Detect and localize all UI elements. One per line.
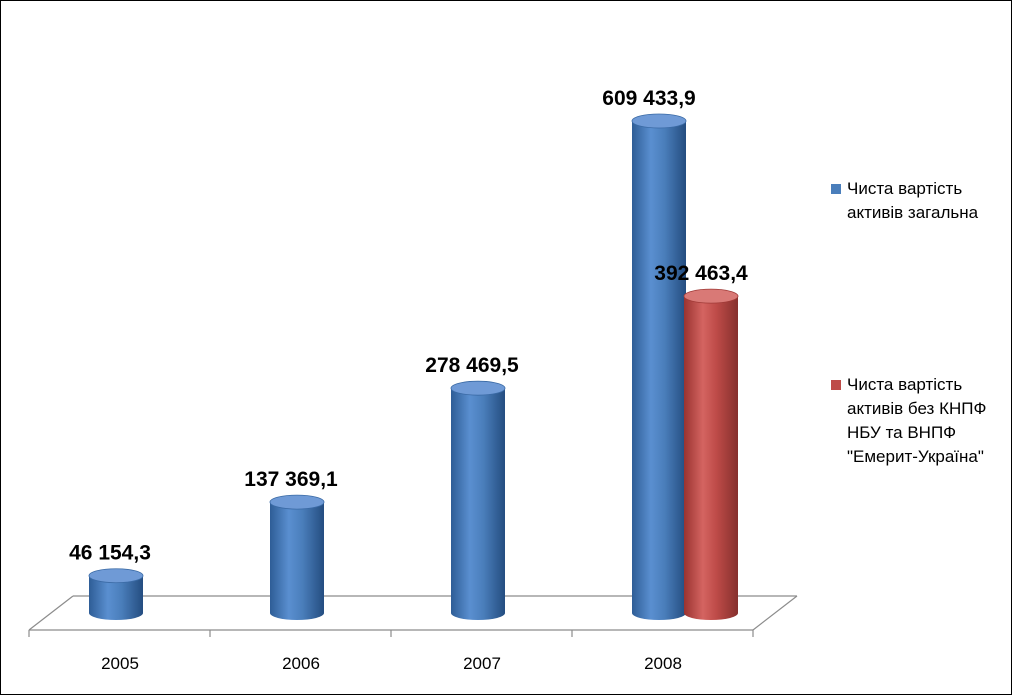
legend-item-total[interactable]: Чиста вартість активів загальна (831, 177, 1006, 225)
legend-label-total: Чиста вартість активів загальна (847, 179, 979, 222)
x-tick-label-2007: 2007 (463, 654, 501, 673)
bar-2006-series-0 (269, 494, 325, 620)
data-label-2006-series-0: 137 369,1 (244, 468, 338, 491)
bar-body (270, 502, 324, 620)
bar-top (269, 494, 325, 510)
x-tick-label-2008: 2008 (644, 654, 682, 673)
bar-body (451, 388, 505, 620)
bar-body (632, 121, 686, 620)
bar-top (450, 380, 506, 396)
legend-label-excluding: Чиста вартість активів без КНПФ НБУ та В… (847, 375, 987, 466)
floor-right-edge (752, 595, 798, 631)
value-labels-layer: 46 154,3 137 369,1 278 469,5 609 433,9 392 4… (69, 87, 748, 565)
data-label-2005-series-0: 46 154,3 (69, 542, 151, 565)
bar-body (684, 296, 738, 620)
bars-layer (88, 113, 739, 620)
legend-swatch-red (831, 380, 841, 390)
x-tick-label-2006: 2006 (282, 654, 320, 673)
bar-2008-series-1 (683, 288, 739, 620)
bar-2005-series-0 (88, 568, 144, 620)
bar-top (683, 288, 739, 304)
bar-2007-series-0 (450, 380, 506, 620)
bar-top (631, 113, 687, 129)
data-label-2007-series-0: 278 469,5 (425, 354, 519, 377)
x-tick-label-2005: 2005 (101, 654, 139, 673)
bar-top (88, 568, 144, 584)
data-label-2008-series-0: 609 433,9 (602, 87, 695, 110)
x-tick-labels-layer: 2005 2006 2007 2008 (101, 654, 682, 673)
floor-left-edge (28, 595, 74, 631)
bar-2008-series-0 (631, 113, 687, 620)
legend-item-excluding[interactable]: Чиста вартість активів без КНПФ НБУ та В… (831, 373, 1006, 469)
data-label-2008-series-1: 392 463,4 (654, 262, 748, 285)
legend-swatch-blue (831, 184, 841, 194)
bar-body (89, 575, 143, 620)
